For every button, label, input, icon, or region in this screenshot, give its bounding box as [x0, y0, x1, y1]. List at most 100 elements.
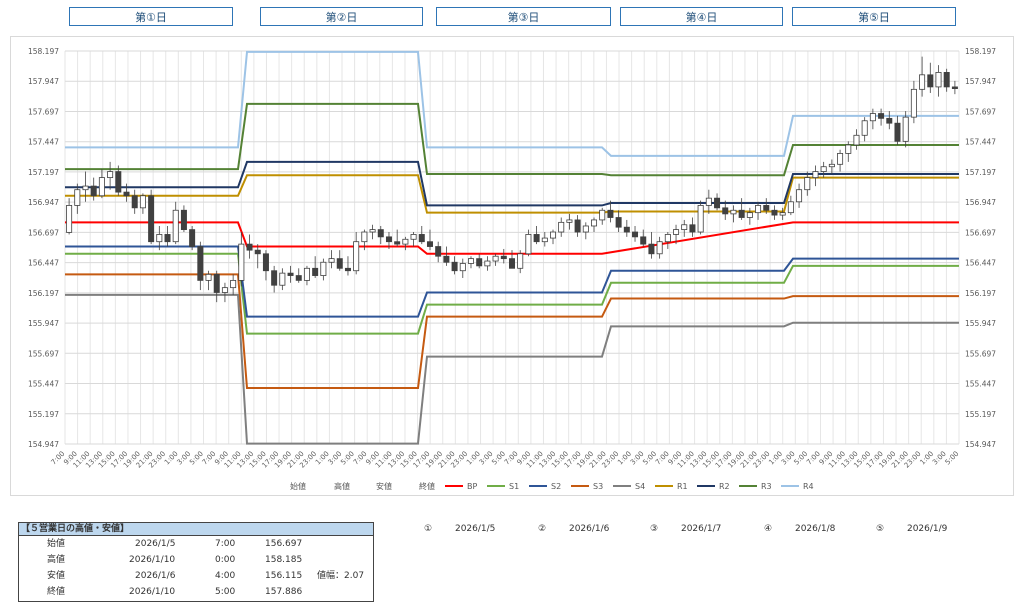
- candle-body: [484, 260, 491, 267]
- candle-body: [681, 224, 688, 231]
- candle-body: [828, 163, 835, 168]
- candle-body: [476, 258, 483, 267]
- candle-body: [591, 219, 598, 227]
- summary-row-low: 安値 2026/1/6 4:00 156.115 値幅：2.07: [19, 568, 373, 584]
- y-tick-label-right: 158.197: [965, 47, 996, 56]
- y-tick-label-right: 155.947: [965, 319, 996, 328]
- pivot-line-r1: [65, 174, 959, 214]
- candle-body: [943, 72, 950, 88]
- summary-date: 2026/1/5: [135, 539, 176, 549]
- pivot-line-s4: [65, 293, 959, 445]
- candle-body: [492, 255, 499, 262]
- candle-body: [123, 191, 130, 197]
- summary-value: 158.185: [265, 555, 303, 565]
- candle-body: [426, 241, 433, 247]
- summary-table: 【５営業日の高値・安値】 始値 2026/1/5 7:00 156.697 高値…: [18, 522, 374, 602]
- candle-body: [886, 117, 893, 124]
- candle-body: [246, 243, 253, 251]
- pivot-line-s1: [65, 252, 959, 335]
- y-tick-label-left: 157.947: [28, 77, 59, 86]
- summary-date: 2026/1/10: [129, 555, 176, 565]
- day-date: 2026/1/5: [454, 524, 496, 534]
- y-tick-label-left: 156.697: [28, 228, 59, 237]
- candle-body: [632, 231, 639, 238]
- summary-time: 7:00: [215, 539, 236, 549]
- day-1-button[interactable]: 第①日: [69, 7, 233, 26]
- day-mark: ②: [538, 524, 547, 534]
- candle-body: [451, 261, 458, 272]
- candle-body: [607, 209, 614, 218]
- candle-body: [796, 189, 803, 203]
- y-tick-label-left: 155.947: [28, 319, 59, 328]
- y-tick-label-left: 155.197: [28, 410, 59, 419]
- y-tick-label-left: 157.447: [28, 138, 59, 147]
- candle-body: [533, 234, 540, 243]
- day-4-button[interactable]: 第④日: [620, 7, 783, 26]
- candle-body: [878, 113, 885, 119]
- candle-body: [787, 201, 794, 214]
- day-3-button[interactable]: 第③日: [436, 7, 611, 26]
- candle-body: [697, 205, 704, 233]
- summary-time: 0:00: [215, 555, 236, 565]
- y-tick-label-right: 157.447: [965, 138, 996, 147]
- summary-time: 5:00: [215, 587, 236, 597]
- candle-body: [221, 287, 228, 293]
- candle-body: [894, 122, 901, 142]
- summary-label: 始値: [47, 539, 66, 549]
- y-tick-label-right: 156.947: [965, 198, 996, 207]
- candle-body: [820, 166, 827, 172]
- pivot-line-bp: [65, 221, 959, 255]
- candle-body: [238, 243, 245, 281]
- candle-body: [550, 231, 557, 239]
- day-5-button[interactable]: 第⑤日: [792, 7, 956, 26]
- candle-body: [910, 88, 917, 118]
- y-tick-label-right: 154.947: [965, 440, 996, 449]
- candle-body: [500, 255, 507, 260]
- summary-date: 2026/1/6: [135, 571, 176, 581]
- pivot-line-s2: [65, 245, 959, 318]
- candle-body: [861, 120, 868, 136]
- candle-body: [951, 86, 958, 90]
- candle-body: [763, 205, 770, 211]
- legend-label-s3: S3: [593, 482, 603, 491]
- y-tick-label-left: 157.197: [28, 168, 59, 177]
- day-date-3: ③ 2026/1/7: [650, 524, 721, 534]
- day-date: 2026/1/7: [680, 524, 722, 534]
- candle-body: [869, 113, 876, 122]
- candle-body: [804, 177, 811, 191]
- legend-label-r1: R1: [677, 482, 688, 491]
- candle-body: [287, 272, 294, 276]
- candle-body: [467, 258, 474, 264]
- candle-body: [361, 231, 368, 243]
- y-tick-label-right: 157.947: [965, 77, 996, 86]
- y-tick-label-left: 155.697: [28, 349, 59, 358]
- legend-ohlc-label: 始値: [290, 481, 306, 491]
- candle-body: [640, 236, 647, 245]
- y-tick-label-right: 157.197: [965, 168, 996, 177]
- candle-body: [205, 273, 212, 281]
- candle-body: [812, 171, 819, 179]
- candle-body: [935, 72, 942, 88]
- summary-label: 安値: [47, 571, 66, 581]
- y-tick-label-left: 156.947: [28, 198, 59, 207]
- legend-label-s4: S4: [635, 482, 645, 491]
- y-tick-label-left: 156.197: [28, 289, 59, 298]
- y-tick-label-left: 156.447: [28, 259, 59, 268]
- candle-body: [139, 195, 146, 209]
- legend-label-s2: S2: [551, 482, 561, 491]
- candle-body: [566, 219, 573, 223]
- candle-body: [443, 255, 450, 263]
- candle-body: [459, 263, 466, 272]
- candle-body: [837, 153, 844, 165]
- candle-body: [853, 134, 860, 146]
- candle-body: [156, 234, 163, 243]
- candle-body: [303, 267, 310, 281]
- candle-body: [714, 197, 721, 209]
- candle-body: [344, 267, 351, 272]
- candle-body: [582, 225, 589, 233]
- candle-body: [394, 241, 401, 245]
- candle-body: [623, 226, 630, 233]
- y-tick-label-right: 155.697: [965, 349, 996, 358]
- candle-body: [131, 195, 138, 209]
- day-2-button[interactable]: 第②日: [260, 7, 423, 26]
